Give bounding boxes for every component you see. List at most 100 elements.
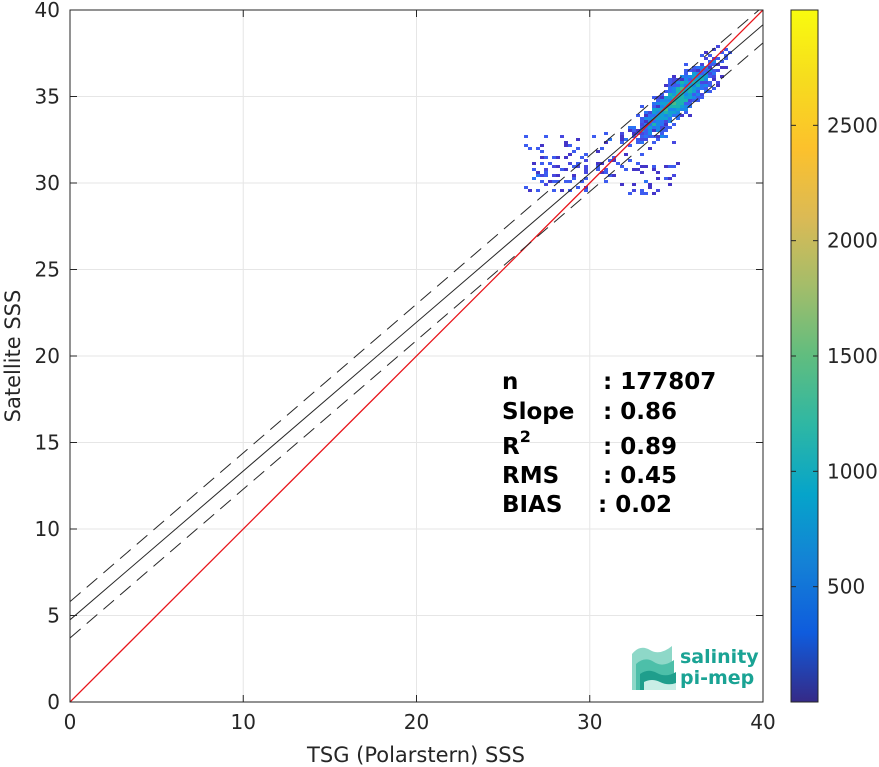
density-cell (628, 129, 632, 132)
density-cell (672, 105, 676, 108)
density-cell (696, 78, 700, 81)
density-cell (692, 66, 696, 69)
density-cell (632, 189, 636, 192)
x-tick-label: 30 (577, 710, 602, 734)
density-cell (576, 162, 580, 165)
density-cell (708, 63, 712, 66)
density-cell (684, 75, 688, 78)
density-cell (688, 84, 692, 87)
density-cell (640, 141, 644, 144)
density-cell (640, 165, 644, 168)
density-cell (664, 96, 668, 99)
y-tick-label: 25 (35, 258, 60, 282)
density-cell (664, 177, 668, 180)
density-cell (692, 96, 696, 99)
density-cell (572, 165, 576, 168)
density-cell (668, 90, 672, 93)
density-cell (644, 111, 648, 114)
density-cell (584, 165, 588, 168)
x-tick-label: 0 (64, 710, 77, 734)
density-cell (536, 171, 540, 174)
colorbar-tick-label: 500 (827, 575, 865, 599)
density-cell (724, 54, 728, 57)
density-cell (536, 174, 540, 177)
density-cell (668, 114, 672, 117)
density-cell (584, 159, 588, 162)
density-cell (652, 168, 656, 171)
density-cell (676, 105, 680, 108)
density-cell (664, 99, 668, 102)
density-cell (536, 189, 540, 192)
density-cell (628, 126, 632, 129)
stat-n-label: n (502, 369, 518, 395)
density-cell (640, 120, 644, 123)
density-cell (660, 93, 664, 96)
density-cell (696, 81, 700, 84)
density-cell (708, 90, 712, 93)
density-cell (648, 114, 652, 117)
density-cell (676, 90, 680, 93)
density-cell (552, 180, 556, 183)
density-cell (680, 81, 684, 84)
density-cell (696, 87, 700, 90)
density-cell (712, 78, 716, 81)
density-cell (584, 189, 588, 192)
fit-band-lower (70, 42, 763, 639)
density-cell (632, 129, 636, 132)
density-cell (668, 93, 672, 96)
density-cell (540, 156, 544, 159)
density-cell (664, 135, 668, 138)
density-cell (608, 138, 612, 141)
density-cell (584, 153, 588, 156)
density-cell (688, 96, 692, 99)
density-cell (688, 114, 692, 117)
density-cell (716, 69, 720, 72)
density-cell (656, 189, 660, 192)
density-cell (692, 75, 696, 78)
density-cell (576, 186, 580, 189)
density-cell (664, 123, 668, 126)
density-cell (676, 117, 680, 120)
density-cell (664, 129, 668, 132)
stat-bias-value: : 0.02 (598, 492, 672, 518)
density-cell (580, 180, 584, 183)
density-cell (652, 105, 656, 108)
density-cell (668, 108, 672, 111)
density-cell (668, 81, 672, 84)
density-cell (564, 180, 568, 183)
density-cell (552, 156, 556, 159)
density-cell (632, 135, 636, 138)
density-cell (608, 159, 612, 162)
stat-r2-label: R2 (502, 427, 531, 460)
density-cell (712, 63, 716, 66)
density-cell (572, 174, 576, 177)
density-cell (700, 63, 704, 66)
density-cell (664, 102, 668, 105)
density-cell (724, 66, 728, 69)
density-cell (576, 147, 580, 150)
density-cell (656, 96, 660, 99)
density-cell (664, 84, 668, 87)
density-cell (724, 57, 728, 60)
density-cell (688, 87, 692, 90)
density-cell (600, 171, 604, 174)
density-cell (668, 120, 672, 123)
y-tick-label: 20 (35, 344, 60, 368)
density-cell (656, 99, 660, 102)
x-tick-label: 20 (404, 710, 429, 734)
density-cell (692, 81, 696, 84)
y-tick-label: 40 (35, 0, 60, 22)
density-cell (652, 123, 656, 126)
density-cell (540, 162, 544, 165)
density-cell (528, 189, 532, 192)
density-cell (644, 114, 648, 117)
density-cell (660, 123, 664, 126)
density-cell (608, 174, 612, 177)
density-cell (568, 144, 572, 147)
density-cell (712, 60, 716, 63)
density-cell (660, 108, 664, 111)
density-cell (652, 96, 656, 99)
fit-band-upper (70, 10, 760, 603)
logo-text-line2: pi-mep (680, 667, 754, 689)
density-cell (716, 84, 720, 87)
